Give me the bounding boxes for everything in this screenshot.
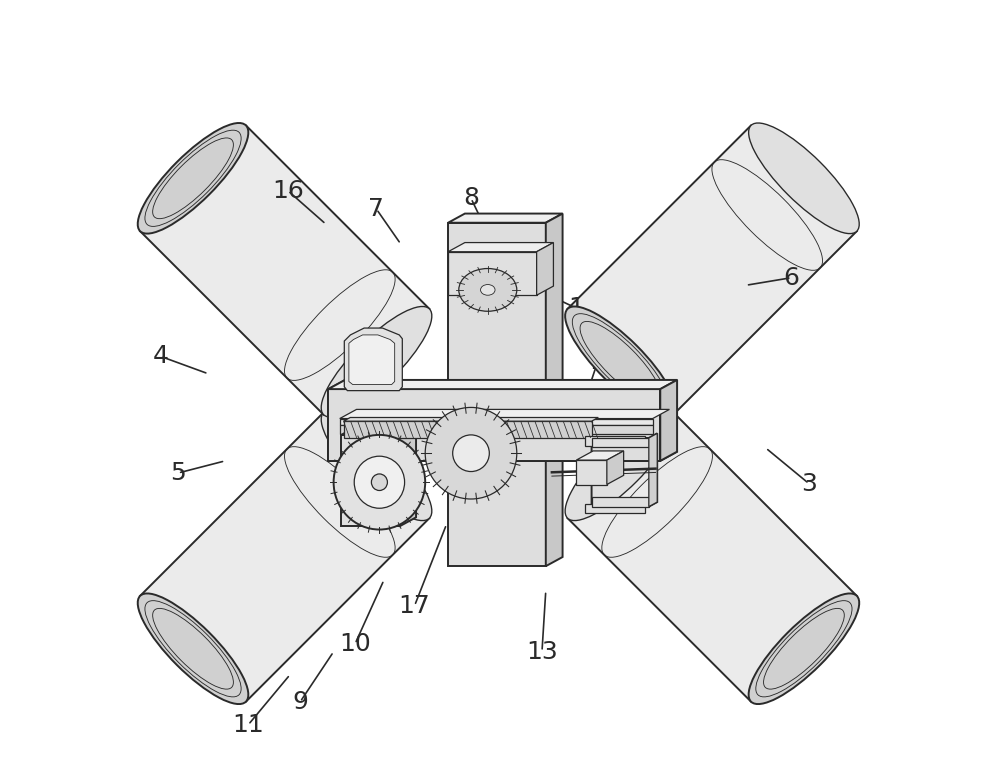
Polygon shape bbox=[607, 451, 624, 485]
Polygon shape bbox=[568, 126, 857, 414]
Polygon shape bbox=[328, 380, 677, 389]
Text: 10: 10 bbox=[339, 632, 371, 656]
Ellipse shape bbox=[749, 123, 859, 234]
Ellipse shape bbox=[425, 408, 517, 499]
Text: 13: 13 bbox=[526, 640, 558, 663]
Polygon shape bbox=[328, 389, 660, 461]
Ellipse shape bbox=[565, 306, 676, 417]
Polygon shape bbox=[140, 412, 429, 702]
Ellipse shape bbox=[453, 435, 489, 472]
Polygon shape bbox=[341, 426, 416, 435]
Ellipse shape bbox=[321, 306, 432, 417]
Text: 17: 17 bbox=[399, 594, 430, 618]
Polygon shape bbox=[341, 435, 399, 526]
Text: 1: 1 bbox=[568, 296, 584, 320]
Text: 2: 2 bbox=[590, 349, 606, 374]
Polygon shape bbox=[660, 380, 677, 461]
Polygon shape bbox=[344, 417, 598, 421]
Polygon shape bbox=[448, 223, 546, 566]
Ellipse shape bbox=[481, 284, 495, 295]
Polygon shape bbox=[340, 409, 669, 418]
Text: 9: 9 bbox=[292, 690, 308, 714]
Polygon shape bbox=[660, 380, 677, 461]
Ellipse shape bbox=[321, 410, 432, 521]
Polygon shape bbox=[576, 451, 624, 460]
Text: 8: 8 bbox=[463, 186, 479, 211]
Ellipse shape bbox=[371, 474, 387, 490]
Polygon shape bbox=[140, 126, 429, 414]
Polygon shape bbox=[344, 421, 592, 438]
Polygon shape bbox=[349, 335, 395, 385]
Text: 4: 4 bbox=[152, 344, 168, 368]
Ellipse shape bbox=[138, 594, 248, 704]
Ellipse shape bbox=[354, 457, 405, 509]
Polygon shape bbox=[592, 438, 649, 447]
Ellipse shape bbox=[334, 435, 425, 529]
Polygon shape bbox=[592, 497, 649, 506]
Polygon shape bbox=[649, 434, 657, 506]
Ellipse shape bbox=[459, 269, 517, 311]
Polygon shape bbox=[448, 214, 563, 223]
Polygon shape bbox=[328, 380, 677, 389]
Polygon shape bbox=[340, 418, 653, 425]
Text: 16: 16 bbox=[272, 178, 304, 203]
Polygon shape bbox=[448, 252, 537, 295]
Polygon shape bbox=[546, 214, 563, 566]
Text: 18: 18 bbox=[455, 545, 487, 569]
Text: 7: 7 bbox=[368, 197, 384, 221]
Polygon shape bbox=[576, 460, 607, 485]
Polygon shape bbox=[448, 243, 553, 252]
Polygon shape bbox=[344, 328, 402, 391]
Text: 5: 5 bbox=[170, 461, 186, 485]
Polygon shape bbox=[585, 437, 645, 446]
Polygon shape bbox=[585, 503, 645, 512]
Polygon shape bbox=[328, 389, 660, 461]
Polygon shape bbox=[568, 412, 857, 702]
Polygon shape bbox=[340, 425, 653, 434]
Polygon shape bbox=[399, 426, 416, 526]
Text: 11: 11 bbox=[232, 713, 264, 737]
Ellipse shape bbox=[138, 123, 248, 234]
Ellipse shape bbox=[565, 410, 676, 521]
Ellipse shape bbox=[749, 594, 859, 704]
Text: 3: 3 bbox=[801, 472, 817, 496]
Text: 6: 6 bbox=[784, 266, 800, 290]
Polygon shape bbox=[537, 243, 553, 295]
